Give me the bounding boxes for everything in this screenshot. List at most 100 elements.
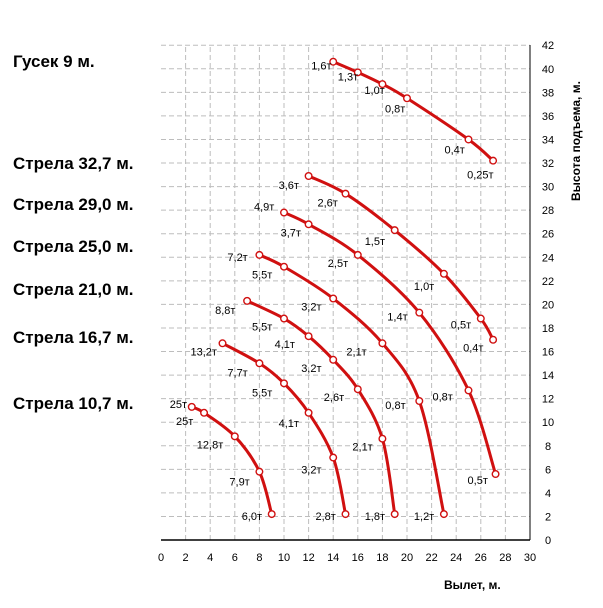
x-tick-label: 24 xyxy=(450,552,462,564)
load-label: 0,8т xyxy=(433,391,453,403)
y-tick-label: 8 xyxy=(545,441,551,453)
x-tick-label: 28 xyxy=(499,552,511,564)
data-point xyxy=(464,386,473,395)
y-tick-label: 14 xyxy=(542,370,554,382)
load-label: 2,6т xyxy=(324,392,344,404)
load-label: 1,6т xyxy=(311,61,331,73)
x-tick-label: 12 xyxy=(302,552,314,564)
load-label: 2,6т xyxy=(318,198,338,210)
data-point xyxy=(255,467,264,476)
data-point xyxy=(439,269,448,278)
data-point xyxy=(329,294,338,303)
data-point xyxy=(280,208,289,217)
x-tick-label: 6 xyxy=(232,552,238,564)
y-tick-label: 16 xyxy=(542,347,554,359)
x-tick-labels: 0 2 4 6 8 10 12 14 16 18 20 22 24 26 28 30 xyxy=(158,552,536,564)
data-point xyxy=(280,314,289,323)
data-point xyxy=(304,408,313,417)
y-tick-label: 30 xyxy=(542,182,554,194)
load-label: 5,5т xyxy=(252,387,272,399)
boom-label: Стрела 10,7 м. xyxy=(13,394,134,413)
point-load-labels: 1,6т1,3т1,0т0,8т0,4т0,25т3,6т2,6т1,5т1,0… xyxy=(170,61,494,523)
x-axis-title: Вылет, м. xyxy=(444,578,501,592)
load-label: 6,0т xyxy=(242,511,262,523)
data-point xyxy=(304,171,313,180)
load-label: 5,5т xyxy=(252,270,272,282)
load-label: 25т xyxy=(176,416,193,428)
y-tick-label: 0 xyxy=(545,535,551,547)
load-label: 3,6т xyxy=(279,180,299,192)
load-label: 0,8т xyxy=(385,103,405,115)
data-point xyxy=(390,510,399,519)
y-tick-label: 12 xyxy=(542,394,554,406)
boom-label: Стрела 25,0 м. xyxy=(13,237,134,256)
boom-labels: Гусек 9 м. Стрела 32,7 м. Стрела 29,0 м. Ст… xyxy=(13,52,134,413)
y-tick-label: 24 xyxy=(542,252,554,264)
data-point xyxy=(255,250,264,259)
y-tick-label: 22 xyxy=(542,276,554,288)
data-point xyxy=(415,396,424,405)
load-label: 4,1т xyxy=(275,339,295,351)
y-tick-label: 42 xyxy=(542,40,554,52)
load-label: 12,8т xyxy=(197,439,223,451)
x-tick-label: 4 xyxy=(207,552,213,564)
load-label: 3,7т xyxy=(281,227,301,239)
load-label: 13,2т xyxy=(191,346,217,358)
load-label: 2,8т xyxy=(316,511,336,523)
y-tick-label: 34 xyxy=(542,134,554,146)
data-point xyxy=(341,189,350,198)
data-point xyxy=(353,385,362,394)
load-label: 5,5т xyxy=(252,322,272,334)
load-label: 0,5т xyxy=(468,475,488,487)
y-tick-label: 18 xyxy=(542,323,554,335)
load-label: 1,2т xyxy=(414,511,434,523)
y-tick-label: 10 xyxy=(542,417,554,429)
data-point xyxy=(255,359,264,368)
load-label: 7,2т xyxy=(227,252,247,264)
boom-label: Стрела 32,7 м. xyxy=(13,154,134,173)
data-point xyxy=(200,408,209,417)
axes xyxy=(161,45,531,541)
boom-label: Гусек 9 м. xyxy=(13,52,95,71)
x-tick-label: 30 xyxy=(524,552,536,564)
data-point xyxy=(329,453,338,462)
data-point xyxy=(267,510,276,519)
y-tick-label: 40 xyxy=(542,64,554,76)
data-point xyxy=(353,68,362,77)
data-point xyxy=(280,379,289,388)
data-point xyxy=(243,296,252,305)
x-tick-label: 10 xyxy=(278,552,290,564)
boom-curves xyxy=(187,57,500,519)
load-label: 4,1т xyxy=(279,418,299,430)
data-point xyxy=(491,470,500,479)
y-tick-label: 32 xyxy=(542,158,554,170)
load-label: 0,25т xyxy=(467,170,493,182)
y-tick-label: 20 xyxy=(542,299,554,311)
data-point xyxy=(187,402,196,411)
load-label: 2,1т xyxy=(346,346,366,358)
boom-label: Стрела 21,0 м. xyxy=(13,280,134,299)
data-point xyxy=(489,156,498,165)
y-axis-title: Высота подъема, м. xyxy=(569,81,583,201)
load-label: 1,4т xyxy=(387,312,407,324)
data-point xyxy=(415,308,424,317)
load-label: 8,8т xyxy=(215,305,235,317)
x-tick-label: 22 xyxy=(425,552,437,564)
x-tick-label: 14 xyxy=(327,552,339,564)
data-point xyxy=(218,339,227,348)
load-label: 1,3т xyxy=(338,71,358,83)
data-point xyxy=(230,432,239,441)
load-label: 7,9т xyxy=(229,477,249,489)
y-tick-label: 26 xyxy=(542,229,554,241)
data-point xyxy=(329,355,338,364)
load-label: 25т xyxy=(170,399,187,411)
y-tick-label: 6 xyxy=(545,464,551,476)
data-point xyxy=(329,57,338,66)
y-tick-label: 28 xyxy=(542,205,554,217)
load-label: 2,5т xyxy=(328,258,348,270)
load-label: 1,8т xyxy=(365,511,385,523)
load-label: 3,2т xyxy=(301,465,321,477)
data-point xyxy=(341,510,350,519)
